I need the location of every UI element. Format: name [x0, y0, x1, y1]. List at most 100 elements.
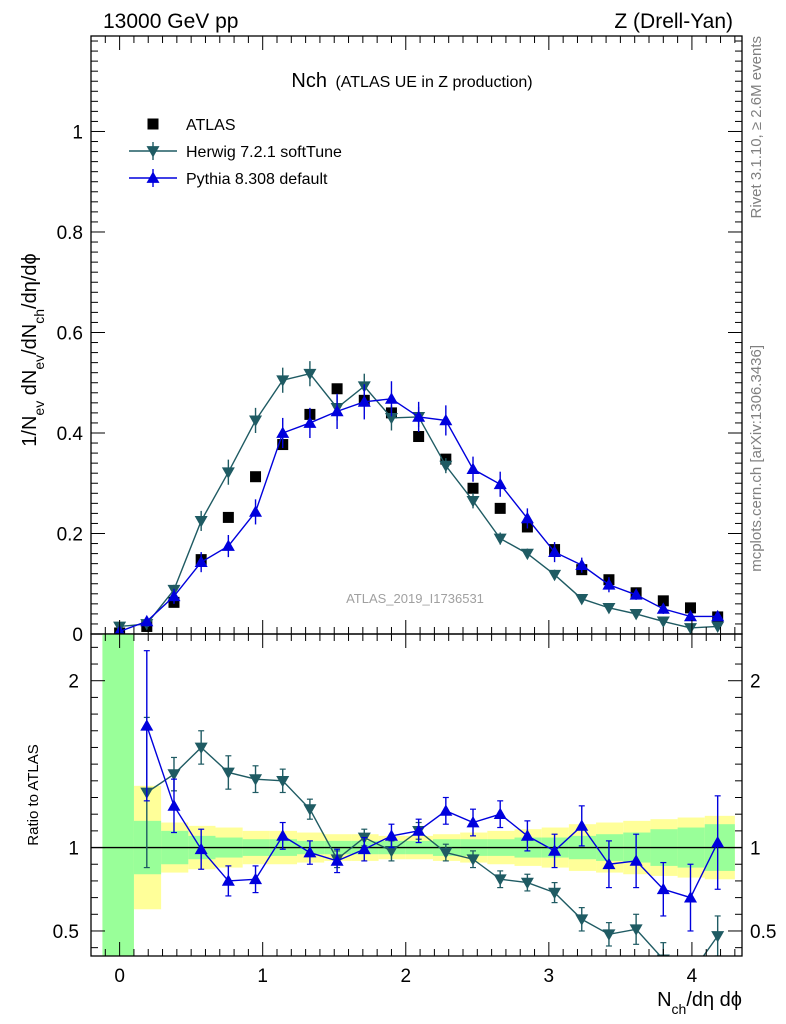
main-data-point: [222, 511, 234, 523]
main-y-tick-label: 0: [72, 625, 83, 646]
main-data-point: [602, 578, 616, 590]
legend-label: Pythia 8.308 default: [186, 171, 328, 188]
ratio-data-point: [221, 874, 235, 886]
main-data-point: [548, 545, 562, 557]
main-y-tick-label: 0.2: [57, 524, 83, 545]
main-data-point: [657, 595, 669, 607]
ratio-data-point: [412, 824, 426, 836]
main-data-point: [167, 589, 181, 602]
ratio-data-point: [357, 842, 371, 855]
ratio-data-point: [303, 804, 317, 816]
main-y-tick-label: 0.6: [57, 323, 83, 344]
main-data-point: [467, 482, 479, 494]
main-data-point: [466, 495, 480, 508]
legend-marker-atlas: [147, 118, 159, 130]
main-data-point: [656, 602, 670, 614]
main-title-sub: (ATLAS UE in Z production): [335, 74, 532, 91]
ratio-data-point: [575, 914, 589, 926]
main-data-point: [656, 616, 670, 628]
ratio-data-point: [194, 842, 208, 855]
main-data-point: [683, 623, 697, 634]
main-data-point: [221, 539, 235, 551]
mcplots-label: mcplots.cern.ch [arXiv:1306.3436]: [748, 345, 765, 572]
main-y-tick-label: 0.8: [57, 223, 83, 244]
legend-marker: [146, 171, 160, 183]
ratio-data-point: [520, 877, 534, 890]
ratio-frame: [90, 633, 743, 957]
main-data-point: [711, 621, 725, 633]
ratio-y-tick-label-right: 0.5: [750, 922, 776, 943]
main-data-point: [357, 395, 371, 407]
main-data-point: [466, 462, 480, 475]
x-tick-label: 2: [400, 966, 411, 987]
main-data-point: [520, 548, 534, 561]
main-title-main: Nch: [291, 70, 327, 92]
main-data-point: [303, 416, 317, 428]
ratio-data-point: [194, 742, 208, 754]
ratio-data-point: [303, 846, 317, 858]
main-data-point: [276, 426, 290, 438]
ratio-data-point: [575, 819, 589, 831]
ratio-data-point: [711, 836, 725, 848]
main-data-point: [276, 375, 290, 387]
main-data-point: [629, 609, 643, 621]
main-data-point: [249, 505, 263, 517]
main-data-point: [683, 609, 697, 622]
ratio-panel: 0 1 2 3 4 0.5 0.5 1 1 2 2: [53, 633, 776, 987]
ratio-data-point: [439, 847, 453, 860]
main-panel: 0 0.2 0.4 0.6 0.8 1: [57, 35, 743, 646]
ratio-y-tick-label-right: 2: [750, 672, 761, 693]
ratio-data-point: [520, 829, 534, 841]
ratio-series-line: [146, 746, 719, 956]
main-data-point: [249, 415, 263, 427]
main-data-point: [575, 593, 589, 606]
x-tick-label: 0: [114, 966, 125, 987]
main-series-1: [113, 361, 725, 634]
main-data-point: [493, 533, 507, 546]
main-data-point: [629, 588, 643, 600]
main-data-point: [384, 413, 398, 425]
main-title: Nch (ATLAS UE in Z production): [291, 70, 532, 92]
main-data-point: [194, 555, 208, 568]
main-data-point: [412, 410, 426, 422]
ratio-data-point: [249, 774, 263, 786]
ratio-y-axis-label: Ratio to ATLAS: [25, 744, 42, 845]
x-axis-label: Nch/dη dϕ: [657, 989, 742, 1017]
ratio-data-point: [249, 872, 263, 885]
ratio-data-point: [466, 816, 480, 828]
ratio-data-point: [493, 807, 507, 820]
legend-label: Herwig 7.2.1 softTune: [186, 144, 342, 161]
ratio-y-tick-label: 0.5: [53, 922, 79, 943]
ratio-data-point: [656, 882, 670, 895]
main-data-point: [711, 609, 725, 622]
main-data-point: [520, 511, 534, 524]
ratio-data-point: [140, 719, 154, 731]
x-tick-label: 3: [544, 966, 555, 987]
main-y-tick-label: 1: [72, 122, 83, 143]
ratio-data-point: [330, 854, 344, 866]
ratio-data-point: [493, 874, 507, 886]
ratio-data-point: [221, 767, 235, 779]
ratio-series-1: [140, 650, 725, 932]
main-data-point: [575, 558, 589, 571]
ratio-data-point: [629, 924, 643, 936]
ratio-data-point: [276, 829, 290, 841]
main-data-point: [384, 392, 398, 404]
main-data-point: [250, 471, 262, 483]
header-right: Z (Drell-Yan): [614, 10, 733, 33]
header-left: 13000 GeV pp: [103, 10, 238, 33]
main-data-point: [548, 569, 562, 582]
main-y-axis-label: 1/Nev dNev/dNch/dη/dϕ: [19, 253, 47, 446]
x-tick-label: 4: [687, 966, 698, 987]
main-y-tick-label: 0.4: [57, 424, 84, 445]
main-data-point: [684, 602, 696, 614]
main-data-point: [331, 383, 343, 395]
main-series-2: [114, 381, 725, 634]
ratio-data-point: [384, 846, 398, 858]
analysis-label: ATLAS_2019_I1736531: [346, 591, 484, 606]
ratio-data-point: [602, 929, 616, 941]
main-data-point: [194, 516, 208, 528]
legend: ATLAS Herwig 7.2.1 softTune Pythia 8.308 d…: [129, 117, 342, 188]
ratio-data-point: [167, 769, 181, 781]
main-data-point: [439, 460, 453, 473]
